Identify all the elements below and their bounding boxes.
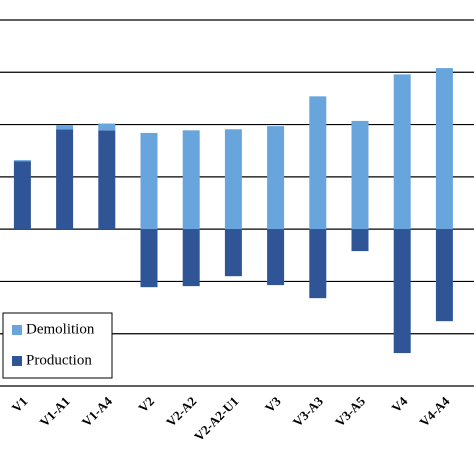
x-tick-label: V3-A3 (290, 393, 326, 429)
x-tick-label: V4-A4 (416, 393, 452, 429)
bar-segment (13, 160, 31, 162)
bar-segment (56, 129, 74, 230)
legend-label: Production (26, 352, 92, 368)
bar-segment (309, 96, 327, 230)
x-tick-label: V3-A5 (332, 393, 368, 429)
bar-segment (140, 132, 158, 230)
bar-segment (435, 68, 453, 230)
bar-segment (309, 229, 327, 299)
bar-segment (267, 126, 285, 230)
x-tick-label: V1-A1 (37, 394, 73, 430)
legend: Demolition Production (2, 312, 113, 379)
bar-segment (98, 130, 116, 230)
bar-segment (224, 229, 242, 277)
legend-label: Demolition (26, 321, 95, 337)
bars (13, 68, 453, 354)
bar-segment (435, 229, 453, 322)
bar-segment (13, 161, 31, 230)
bar-segment (224, 129, 242, 230)
bar-segment (393, 74, 411, 230)
legend-box (2, 312, 113, 379)
x-tick-label: V2-A2-U1 (191, 394, 241, 444)
x-tick-label: V2-A2 (163, 394, 199, 430)
bar-segment (182, 229, 200, 287)
x-tick-label: V4 (388, 393, 410, 415)
bar-segment (267, 229, 285, 286)
x-tick-label: V1-A4 (79, 393, 115, 429)
bar-segment (393, 229, 411, 354)
legend-swatch (12, 325, 22, 335)
bar-segment (140, 229, 158, 288)
x-tick-label: V3 (262, 393, 284, 415)
x-tick-label: V1 (9, 394, 31, 416)
bar-segment (56, 125, 74, 130)
bar-segment (351, 120, 369, 230)
bar-segment (351, 229, 369, 252)
legend-swatch (12, 356, 22, 366)
bar-segment (98, 123, 116, 131)
bar-segment (182, 130, 200, 230)
x-tick-label: V2 (135, 394, 157, 416)
